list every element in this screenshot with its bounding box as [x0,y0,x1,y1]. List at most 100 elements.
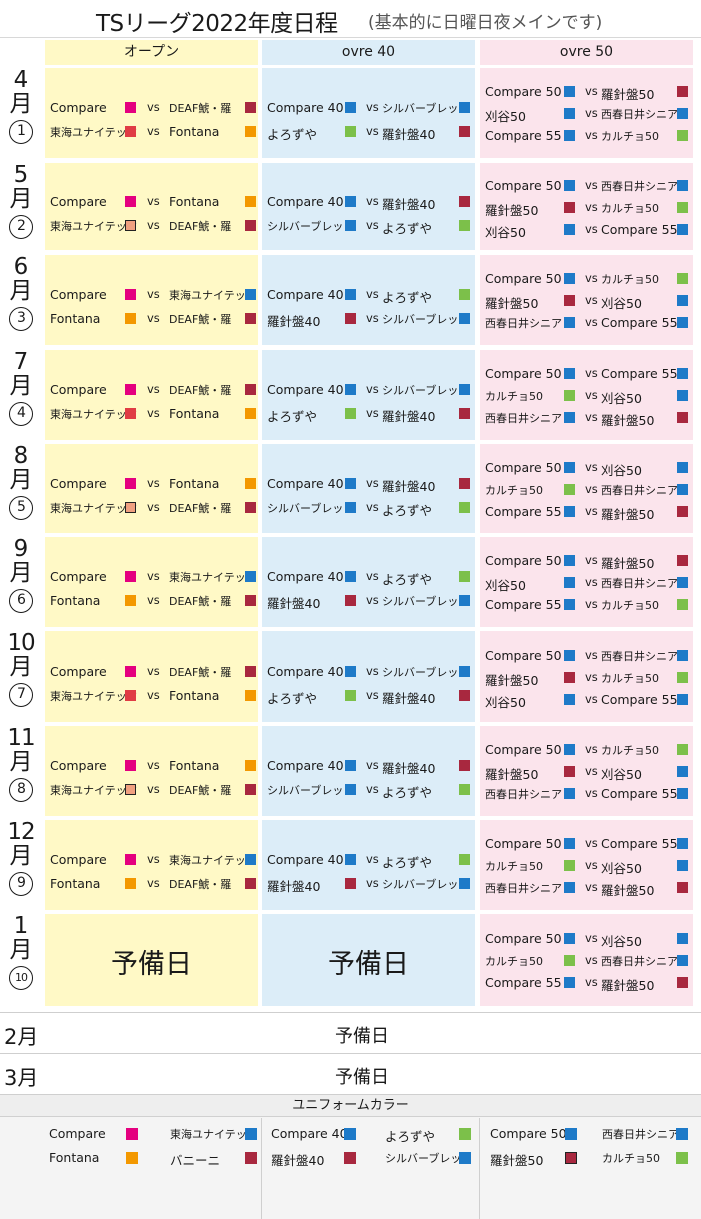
away-uniform-swatch [459,289,470,300]
home-uniform-swatch [345,501,356,513]
match-row: Compare vs 東海ユナイテッド [45,851,258,869]
round-number: 10 [9,966,33,990]
away-uniform-swatch [245,665,256,677]
away-team: Fontana [169,475,220,491]
away-team: 羅針盤40 [382,690,436,706]
month-number: 11 [7,725,35,751]
vs-label: vs [585,315,598,329]
home-uniform-swatch [564,412,575,423]
division-cell-o40: Compare 40 vs シルバーブレッド よろずや vs 羅針盤40 [262,631,475,722]
home-team: Compare [50,663,107,679]
match-row: Compare vs DEAF鯱・羅 [45,99,258,117]
division-cell-o50: Compare 50 vs 羅針盤50 刈谷50 vs 西春日井シニア Compare 55… [480,537,693,627]
home-uniform-swatch [125,126,136,137]
home-uniform-swatch [564,933,575,944]
vs-label: vs [585,366,598,380]
home-uniform-swatch [125,289,136,300]
match-row: Compare vs Fontana [45,193,258,211]
home-team: Compare 55 [485,503,562,519]
home-uniform-swatch [564,317,575,328]
away-team: 東海ユナイテッド [169,854,257,867]
away-uniform-swatch [245,195,256,207]
home-team: Compare [50,100,107,115]
home-team: Compare 40 [267,758,344,773]
vs-label: vs [366,475,379,490]
division-cell-o40: Compare 40 vs 羅針盤40 シルバーブレッド vs よろずや [262,444,475,533]
vs-label: vs [366,593,379,607]
match-row: シルバーブレッド vs よろずや [262,499,475,518]
away-uniform-swatch [459,384,470,395]
vs-label: vs [585,553,598,567]
month-row: 8 月 5 Compare vs Fontana 東海ユナイテッド vs DEAF鯱・羅 Comp… [0,444,701,533]
home-uniform-swatch [564,483,575,495]
match-row: カルチョ50 vs 西春日井シニア [480,481,693,499]
month-row-feb: 2月 予備日 [0,1012,701,1052]
away-uniform-swatch [459,571,470,582]
vs-label: vs [585,388,598,402]
away-uniform-swatch [677,390,688,401]
home-team: 羅針盤40 [267,596,321,611]
home-team: カルチョ50 [485,955,543,968]
home-team: Compare 40 [267,663,344,679]
vs-label: vs [147,687,160,702]
away-uniform-swatch [677,744,688,755]
home-uniform-swatch [564,201,575,213]
vs-label: vs [585,786,598,800]
away-team: 刈谷50 [601,767,642,782]
away-uniform-swatch [677,860,688,871]
month-unit: 月 [9,749,33,775]
home-uniform-swatch [564,766,575,777]
match-row: 西春日井シニア vs 羅針盤50 [480,409,693,428]
month-number: 8 [13,443,29,469]
away-team: 西春日井シニア [601,955,678,968]
away-team: Fontana [169,758,220,773]
month-row: 1 月 10 予備日 予備日 Compare 50 vs 刈谷50 カルチョ50 vs 西春日井シニ… [0,914,701,1006]
vs-label: vs [366,876,379,890]
uniform-color-legend: ユニフォームカラー Compare 東海ユナイテッド Fontana バニーニ Com… [0,1094,701,1219]
away-team: DEAF鯱・羅 [169,784,232,797]
home-team: 刈谷50 [485,224,526,240]
home-uniform-swatch [345,760,356,771]
home-uniform-swatch [564,130,575,141]
month-label: 12 月 9 [0,820,42,896]
month-label: 11 月 8 [0,726,42,802]
home-team: Compare 40 [267,569,344,584]
home-uniform-swatch [345,477,356,489]
home-uniform-swatch [564,649,575,661]
vs-label: vs [585,669,598,684]
month-unit: 月 [9,373,33,399]
round-number: 5 [9,496,33,520]
match-row: Compare vs Fontana [45,475,258,493]
match-row: Compare 50 vs Compare 55 [480,365,693,383]
match-row: Compare 40 vs よろずや [262,568,475,587]
match-row: Compare 50 vs カルチョ50 [480,270,693,288]
home-team: Compare [50,287,107,302]
division-cell-open: Compare vs DEAF鯱・羅 東海ユナイテッド vs Fontana [45,68,258,158]
away-team: DEAF鯱・羅 [169,384,232,397]
vs-label: vs [585,106,598,120]
match-row: 羅針盤50 vs 刈谷50 [480,763,693,782]
away-uniform-swatch [677,555,688,566]
home-team: 西春日井シニア [485,317,562,330]
round-number: 2 [9,215,33,239]
legend-item: Compare 50 [490,1125,579,1143]
away-team: DEAF鯱・羅 [169,595,232,608]
home-team: Compare [50,193,107,209]
month-row: 11 月 8 Compare vs Fontana 東海ユナイテッド vs DEAF鯱・羅 Com… [0,726,701,816]
away-team: 羅針盤50 [601,978,655,993]
month-row: 12 月 9 Compare vs 東海ユナイテッド Fontana vs DEAF鯱・羅 Com… [0,820,701,910]
match-row: 刈谷50 vs 西春日井シニア [480,105,693,124]
match-row: 西春日井シニア vs 羅針盤50 [480,879,693,898]
home-team: Compare [50,569,107,584]
home-team: 東海ユナイテッド [50,501,138,515]
away-team: 羅針盤50 [601,556,655,571]
vs-label: vs [147,217,160,232]
home-uniform-swatch [564,788,575,799]
month-number: 1 [13,913,29,939]
home-team: Compare 50 [485,647,562,663]
legend-team-name: Compare 40 [271,1126,348,1141]
home-uniform-swatch [345,102,356,113]
match-row: 羅針盤40 vs シルバーブレッド [262,875,475,894]
